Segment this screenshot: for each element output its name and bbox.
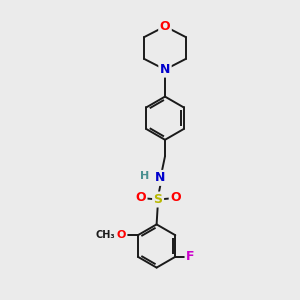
- Text: CH₃: CH₃: [96, 230, 116, 240]
- Text: N: N: [160, 63, 170, 76]
- Text: O: O: [160, 20, 170, 33]
- Text: S: S: [154, 193, 163, 206]
- Text: H: H: [140, 171, 149, 181]
- Text: O: O: [170, 191, 181, 205]
- Text: N: N: [155, 171, 166, 184]
- Text: O: O: [135, 191, 146, 205]
- Text: O: O: [117, 230, 126, 240]
- Text: F: F: [186, 250, 195, 263]
